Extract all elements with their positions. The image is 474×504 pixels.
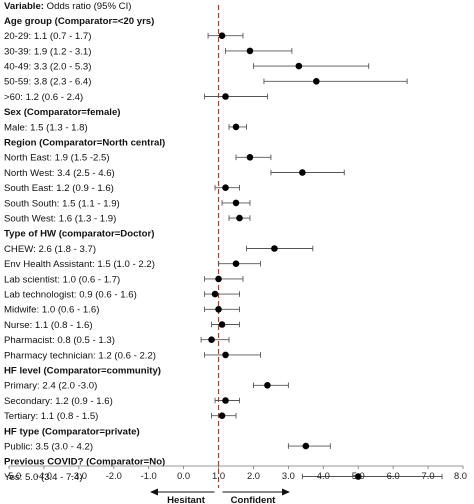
point-estimate xyxy=(271,245,278,252)
confident-arrow-head xyxy=(282,488,290,496)
row-label: 50-59: 3.8 (2.3 - 6.4) xyxy=(4,77,91,88)
row-label: Lab technologist: 0.9 (0.6 - 1.6) xyxy=(4,290,137,301)
row-label: North West: 3.4 (2.5 - 4.6) xyxy=(4,168,115,179)
point-estimate xyxy=(299,169,306,176)
x-tick-label: 2.0 xyxy=(247,470,260,481)
point-estimate xyxy=(215,306,222,313)
row-label: Male: 1.5 (1.3 - 1.8) xyxy=(4,122,88,133)
x-tick-label: 6.0 xyxy=(387,470,400,481)
point-estimate xyxy=(313,78,320,85)
x-tick-label: 4.0 xyxy=(317,470,330,481)
x-tick-label: 3.0 xyxy=(282,470,295,481)
row-label: Primary: 2.4 (2.0 -3.0) xyxy=(4,381,97,392)
point-estimate xyxy=(264,382,271,389)
point-estimate xyxy=(295,62,303,70)
confident-label: Confident xyxy=(231,495,277,504)
point-estimate xyxy=(222,184,229,191)
x-tick-label: -3.0 xyxy=(71,470,87,481)
hesitant-arrow-head xyxy=(150,488,158,496)
group-header: HF type (Comparator=private) xyxy=(4,426,140,437)
column-header-text: Odds ratio (95% CI) xyxy=(47,1,132,12)
point-estimate xyxy=(236,214,243,222)
point-estimate xyxy=(222,397,229,404)
group-header: Sex (Comparator=female) xyxy=(4,107,121,118)
point-estimate xyxy=(222,93,229,100)
row-label: 20-29: 1.1 (0.7 - 1.7) xyxy=(4,31,91,42)
row-label: South West: 1.6 (1.3 - 1.9) xyxy=(4,214,116,225)
x-tick-label: -4.0 xyxy=(36,470,52,481)
estimate-marks xyxy=(200,32,443,480)
row-label: South East: 1.2 (0.9 - 1.6) xyxy=(4,183,114,194)
point-estimate xyxy=(232,199,240,207)
row-label: 40-49: 3.3 (2.0 - 5.3) xyxy=(4,62,91,73)
x-axis: -5.0 -4.0 -3.0 -2.0 -1.0 0.0 1.0 2.0 3.0 4.0 5.0 6.… xyxy=(5,465,467,481)
x-tick-label: 8.0 xyxy=(454,470,467,481)
x-tick-label: 7.0 xyxy=(422,470,435,481)
point-estimate xyxy=(218,412,226,420)
row-label: Yes: 5.0 (3.4 - 7.4) xyxy=(4,472,83,483)
row-label: Env Health Assistant: 1.5 (1.0 - 2.2) xyxy=(4,259,155,270)
row-label: North East: 1.9 (1.5 -2.5) xyxy=(4,153,110,164)
point-estimate xyxy=(302,442,310,450)
x-tick-label: -1.0 xyxy=(141,470,157,481)
x-tick-label: -5.0 xyxy=(5,470,21,481)
row-label: Nurse: 1.1 (0.8 - 1.6) xyxy=(4,320,93,331)
row-label: Secondary: 1.2 (0.9 - 1.6) xyxy=(4,396,113,407)
point-estimate xyxy=(215,275,222,283)
row-label: CHEW: 2.6 (1.8 - 3.7) xyxy=(4,244,96,255)
row-label: South South: 1.5 (1.1 - 1.9) xyxy=(4,198,120,209)
point-estimate xyxy=(246,47,254,55)
point-estimate xyxy=(208,336,215,344)
row-label: >60: 1.2 (0.6 - 2.4) xyxy=(4,92,83,103)
group-header: Age group (Comparator=<20 yrs) xyxy=(4,16,154,27)
point-estimate xyxy=(218,32,226,39)
x-tick-label: -2.0 xyxy=(106,470,122,481)
row-label: Public: 3.5 (3.0 - 4.2) xyxy=(4,442,93,453)
point-estimate xyxy=(211,290,219,298)
x-tick-label: 1.0 xyxy=(212,470,225,481)
row-label: Lab scientist: 1.0 (0.6 - 1.7) xyxy=(4,274,120,285)
hesitant-label: Hesitant xyxy=(167,495,206,504)
row-label: Pharmacy technician: 1.2 (0.6 - 2.2) xyxy=(4,350,156,361)
group-header: HF level (Comparator=community) xyxy=(4,366,161,377)
row-label: 30-39: 1.9 (1.2 - 3.1) xyxy=(4,46,91,57)
group-header: Region (Comparator=North central) xyxy=(4,138,165,149)
row-label: Pharmacist: 0.8 (0.5 - 1.3) xyxy=(4,335,115,346)
group-header: Type of HW (comparator=Doctor) xyxy=(4,229,154,240)
point-estimate xyxy=(232,260,240,268)
row-label: Midwife: 1.0 (0.6 - 1.6) xyxy=(4,305,99,316)
direction-indicators: Hesitant Confident xyxy=(150,488,290,504)
x-tick-label: 5.0 xyxy=(352,470,365,481)
point-estimate xyxy=(246,154,254,161)
point-estimate xyxy=(232,123,240,131)
point-estimate xyxy=(218,321,226,328)
x-tick-label: 0.0 xyxy=(177,470,190,481)
group-header: Previous COVID? (Comparator=No) xyxy=(4,457,165,468)
row-label: Tertiary: 1.1 (0.8 - 1.5) xyxy=(4,411,98,422)
column-header: Variable: Odds ratio (95% CI) xyxy=(4,1,131,12)
point-estimate xyxy=(354,473,362,480)
point-estimate xyxy=(222,351,229,359)
column-header-label: Variable: xyxy=(4,1,47,12)
row-labels: Variable: Odds ratio (95% CI) Age group (… xyxy=(4,1,165,483)
